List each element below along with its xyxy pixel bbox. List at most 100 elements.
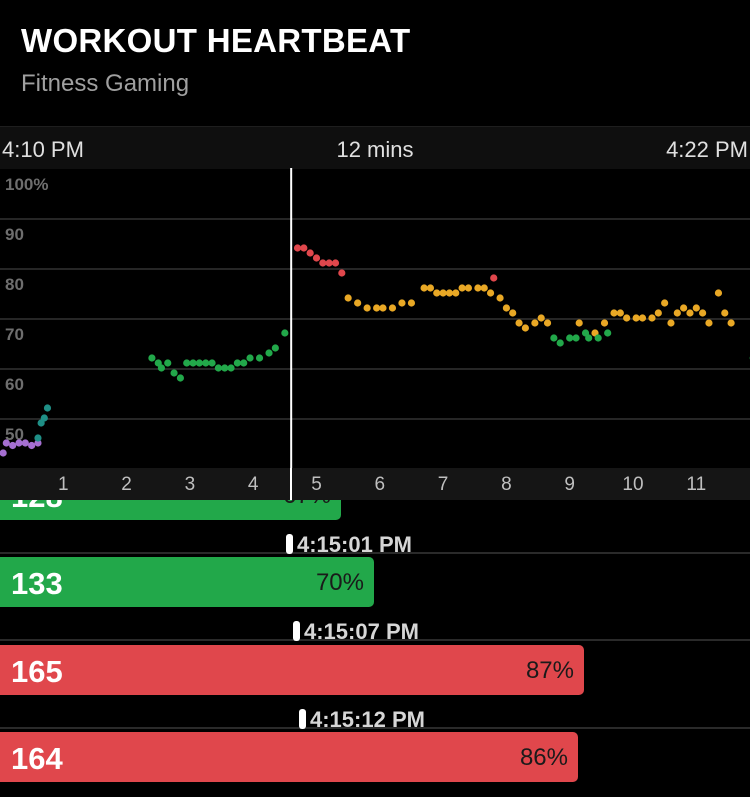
heart-rate-point [407, 299, 416, 307]
y-tick-label: 90 [5, 225, 24, 244]
heart-rate-point [496, 294, 504, 302]
heart-rate-point [246, 354, 254, 362]
heart-rate-point [312, 254, 321, 262]
heart-rate-point [692, 304, 700, 312]
reading-percent: 87% [525, 657, 574, 684]
reading-time: 4:15:07 PM [304, 619, 419, 644]
heart-rate-point [714, 289, 723, 297]
heart-rate-point [34, 439, 42, 447]
heart-rate-point [654, 309, 662, 317]
heart-rate-point [509, 309, 517, 317]
reading-bar[interactable]: 165 87% [0, 645, 584, 695]
x-tick-label: 7 [437, 474, 449, 495]
reading-time: 4:15:01 PM [297, 532, 412, 557]
reading-time: 4:15:12 PM [310, 707, 425, 732]
heart-rate-point [632, 314, 640, 322]
heart-rate-point [240, 359, 248, 367]
heart-rate-point [319, 259, 327, 267]
heart-rate-point [189, 359, 197, 367]
heart-rate-point [680, 304, 688, 312]
reading-bpm: 133 [11, 566, 63, 601]
x-tick-label: 11 [686, 474, 707, 495]
heart-rate-point [344, 294, 352, 302]
heart-rate-point [379, 304, 387, 312]
heart-rate-point [265, 349, 273, 357]
heart-rate-point [233, 359, 241, 367]
heart-rate-point [616, 309, 624, 317]
heart-rate-point [43, 404, 52, 412]
heart-rate-point [531, 319, 539, 327]
heart-rate-point [610, 309, 618, 317]
heart-rate-point [281, 329, 289, 337]
heart-rate-point [594, 334, 602, 342]
reading-bpm: 165 [11, 654, 63, 689]
heart-rate-point [331, 259, 340, 267]
heart-rate-point [458, 284, 466, 292]
heart-rate-point [686, 309, 694, 317]
y-tick-label: 60 [5, 375, 24, 394]
heart-rate-point [15, 439, 23, 447]
reading-bpm: 128 [11, 500, 63, 515]
timeline-start: 4:10 PM [2, 137, 84, 162]
heart-rate-point [227, 364, 235, 372]
x-tick-label: 2 [121, 474, 132, 495]
y-tick-label: 80 [5, 275, 24, 294]
heart-rate-point [0, 449, 7, 457]
heart-rate-point [699, 309, 707, 317]
x-tick-label: 1 [58, 474, 69, 495]
reading-bar[interactable]: 128 67% [0, 500, 341, 520]
heart-rate-point [354, 299, 362, 307]
heart-rate-point [28, 441, 36, 450]
page-subtitle: Fitness Gaming [21, 70, 190, 97]
heart-rate-point [445, 289, 454, 297]
heart-rate-point [439, 289, 447, 297]
heart-rate-point [208, 359, 216, 367]
heart-rate-point [572, 334, 580, 342]
heart-rate-point [325, 259, 333, 267]
heart-rate-point [433, 289, 441, 297]
heart-rate-point [623, 314, 631, 322]
time-marker-icon [293, 621, 300, 641]
heart-rate-point [727, 319, 735, 327]
heart-rate-point [214, 364, 222, 372]
row-divider [0, 552, 750, 554]
x-tick-label: 4 [247, 474, 259, 495]
page-title: WORKOUT HEARTBEAT [21, 22, 411, 59]
reading-list[interactable]: 128 67% 133 70% 165 87% 164 86% 4:15:01 PM 4:15:0… [0, 500, 750, 797]
reading-timestamp: 4:15:01 PM [286, 532, 412, 558]
timeline-duration: 12 mins [336, 137, 414, 162]
heart-rate-point [600, 319, 609, 327]
heart-rate-point [452, 289, 460, 297]
heart-rate-point [9, 441, 17, 450]
heart-rate-point [293, 244, 302, 252]
heart-rate-point [271, 344, 279, 352]
time-marker-icon [286, 534, 293, 554]
heart-rate-point [705, 319, 713, 327]
heart-rate-point [521, 324, 529, 332]
heart-rate-point [537, 314, 545, 322]
x-tick-label: 9 [564, 474, 575, 495]
heart-rate-point [306, 249, 314, 257]
heart-rate-point [721, 309, 729, 317]
heart-rate-point [388, 304, 397, 312]
heart-rate-point [40, 414, 48, 422]
heart-rate-point [490, 274, 498, 282]
row-divider [0, 639, 750, 641]
heart-rate-chart[interactable]: 100% 90 80 70 60 50 [0, 168, 750, 468]
reading-timestamp: 4:15:07 PM [293, 619, 419, 645]
y-tick-label: 100% [5, 175, 48, 194]
time-marker-icon [299, 709, 306, 729]
heart-rate-point [566, 334, 574, 342]
heart-rate-point [202, 359, 210, 367]
reading-bar[interactable]: 164 86% [0, 732, 578, 782]
heart-rate-point [148, 354, 156, 362]
reading-timestamp: 4:15:12 PM [299, 707, 425, 733]
x-tick-label: 10 [622, 474, 644, 495]
heart-rate-point [164, 359, 172, 367]
heart-rate-point [575, 319, 583, 327]
heart-rate-point [464, 284, 473, 292]
heart-rate-point [373, 304, 381, 312]
heart-rate-point [585, 334, 593, 342]
heart-rate-point [183, 359, 191, 367]
reading-bar[interactable]: 133 70% [0, 557, 374, 607]
